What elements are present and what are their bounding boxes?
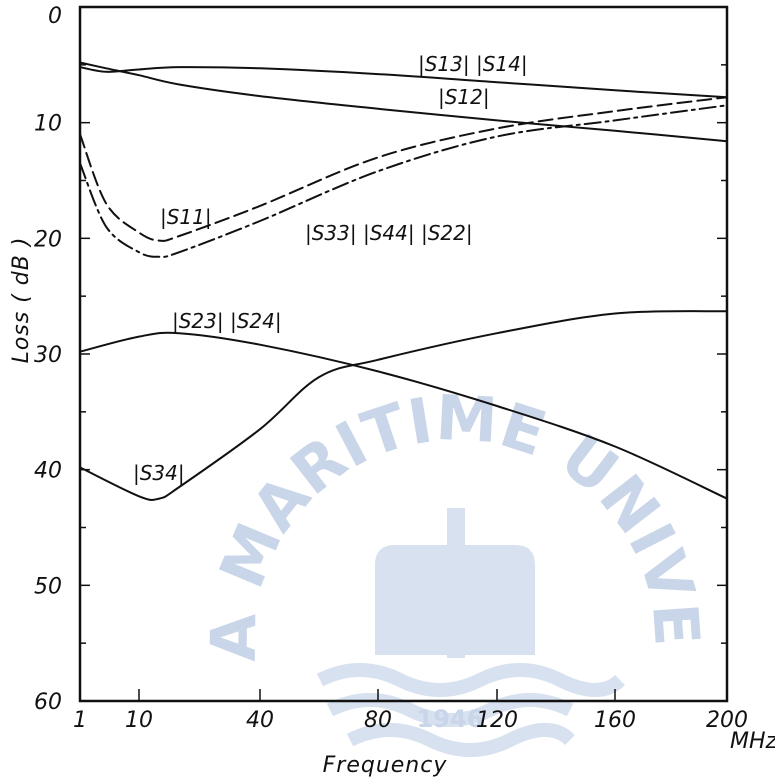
series-labels: |S13| |S14| |S12| |S11| |S33| |S44| |S22… [133,52,528,485]
series-line-0 [79,66,728,99]
x-tick-label: 120 [476,708,518,733]
x-axis-ticks: 1 10 40 80 120 160 200 [73,689,748,733]
series-line-5 [79,310,728,501]
x-axis-unit: MHz [730,729,775,754]
series-label-s23-s24: |S23| |S24| [172,309,282,333]
watermark-arc-text: KOREA MARITIME UNIVERSITY [0,0,714,662]
y-axis-title: Loss ( dB ) [9,237,34,364]
y-tick-label: 50 [34,574,62,599]
x-tick-label: 160 [594,708,636,733]
y-tick-label: 10 [34,112,62,137]
series-label-s13-s14: |S13| |S14| [418,52,528,76]
watermark-emblem-mast [447,508,465,658]
series-label-s33-s44-s22: |S33| |S44| |S22| [305,221,473,245]
series-line-4 [79,331,728,500]
y-tick-label: 20 [34,227,62,252]
x-tick-label: 40 [246,708,274,733]
series-label-s12: |S12| [438,85,490,109]
x-axis-title: Frequency [323,753,448,778]
x-tick-label: 10 [125,708,153,733]
y-axis-ticks: 0 10 20 30 40 50 60 [34,4,727,715]
x-tick-label: 1 [73,708,87,733]
series-line-2 [79,96,728,242]
y-tick-label: 0 [48,4,62,29]
y-tick-label: 60 [34,690,62,715]
watermark-year: 1946 [417,705,484,733]
y-tick-label: 30 [34,343,62,368]
series-layer [79,61,728,501]
series-label-s11: |S11| [160,205,212,229]
series-line-1 [79,61,728,143]
series-label-s34: |S34| [133,461,185,485]
x-tick-label: 80 [364,708,392,733]
series-line-3 [79,104,728,258]
x-tick-label: 200 [706,708,748,733]
y-tick-label: 40 [34,459,62,484]
